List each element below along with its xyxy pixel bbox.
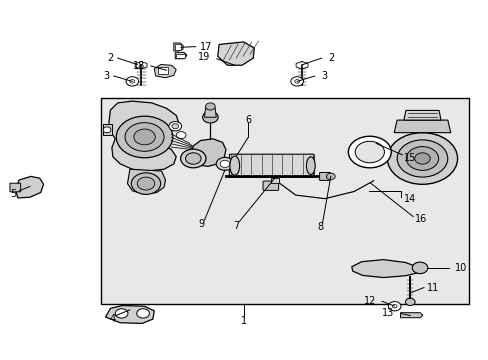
Polygon shape <box>15 176 43 198</box>
Circle shape <box>290 77 303 86</box>
Circle shape <box>185 153 201 164</box>
Bar <box>176 54 184 58</box>
Polygon shape <box>190 139 225 166</box>
Text: 9: 9 <box>198 220 204 229</box>
Circle shape <box>115 309 128 318</box>
Polygon shape <box>105 306 154 323</box>
Text: 3: 3 <box>321 71 327 81</box>
Polygon shape <box>109 101 178 171</box>
Ellipse shape <box>229 156 239 175</box>
Circle shape <box>137 309 149 318</box>
Circle shape <box>171 124 178 129</box>
Text: 16: 16 <box>414 215 427 224</box>
Bar <box>158 67 168 74</box>
Circle shape <box>205 103 215 110</box>
Polygon shape <box>403 111 440 120</box>
Circle shape <box>387 302 400 311</box>
Circle shape <box>103 127 111 133</box>
Polygon shape <box>296 62 307 69</box>
FancyBboxPatch shape <box>319 172 330 180</box>
Text: 5: 5 <box>10 189 17 199</box>
Circle shape <box>116 116 172 158</box>
Polygon shape <box>400 313 422 318</box>
FancyBboxPatch shape <box>10 183 20 192</box>
Circle shape <box>414 153 429 164</box>
Circle shape <box>391 305 396 308</box>
FancyBboxPatch shape <box>263 181 278 190</box>
Text: 13: 13 <box>381 309 393 318</box>
Circle shape <box>130 80 135 83</box>
Text: 14: 14 <box>403 194 415 204</box>
Text: 7: 7 <box>233 221 239 231</box>
Circle shape <box>126 77 139 86</box>
Text: 2: 2 <box>328 53 334 63</box>
Text: 1: 1 <box>241 316 247 325</box>
Circle shape <box>131 173 160 194</box>
Polygon shape <box>217 42 254 65</box>
Circle shape <box>411 262 427 274</box>
Polygon shape <box>135 62 147 69</box>
Circle shape <box>202 112 218 123</box>
Polygon shape <box>127 169 165 194</box>
Polygon shape <box>393 120 450 133</box>
Text: 2: 2 <box>107 53 113 63</box>
Circle shape <box>354 141 384 163</box>
Circle shape <box>347 136 390 168</box>
Text: 8: 8 <box>317 222 323 232</box>
Polygon shape <box>154 64 176 78</box>
Bar <box>174 44 180 50</box>
Circle shape <box>405 298 414 306</box>
Text: 6: 6 <box>245 115 251 125</box>
Text: 10: 10 <box>454 262 467 273</box>
Text: 19: 19 <box>198 52 210 62</box>
Text: 4: 4 <box>110 314 116 324</box>
Polygon shape <box>173 43 183 51</box>
FancyBboxPatch shape <box>229 154 314 177</box>
Circle shape <box>168 122 181 131</box>
Polygon shape <box>103 125 112 135</box>
Circle shape <box>125 123 163 151</box>
Text: 15: 15 <box>404 153 416 163</box>
Circle shape <box>137 177 155 190</box>
Text: 3: 3 <box>103 71 109 81</box>
Polygon shape <box>175 52 186 59</box>
Polygon shape <box>204 108 216 117</box>
Circle shape <box>180 149 205 168</box>
Polygon shape <box>351 260 418 278</box>
Bar <box>101 98 468 304</box>
Circle shape <box>326 173 334 180</box>
Circle shape <box>406 147 438 170</box>
Text: 11: 11 <box>426 283 438 293</box>
Circle shape <box>396 140 447 177</box>
Circle shape <box>386 133 457 184</box>
Ellipse shape <box>306 157 315 175</box>
Text: 17: 17 <box>199 42 212 51</box>
Circle shape <box>294 80 299 83</box>
Circle shape <box>134 129 155 145</box>
Text: 18: 18 <box>133 61 145 71</box>
Circle shape <box>216 157 233 170</box>
Circle shape <box>220 160 229 167</box>
Circle shape <box>176 132 185 139</box>
Text: 12: 12 <box>363 296 375 306</box>
Bar <box>271 178 279 183</box>
